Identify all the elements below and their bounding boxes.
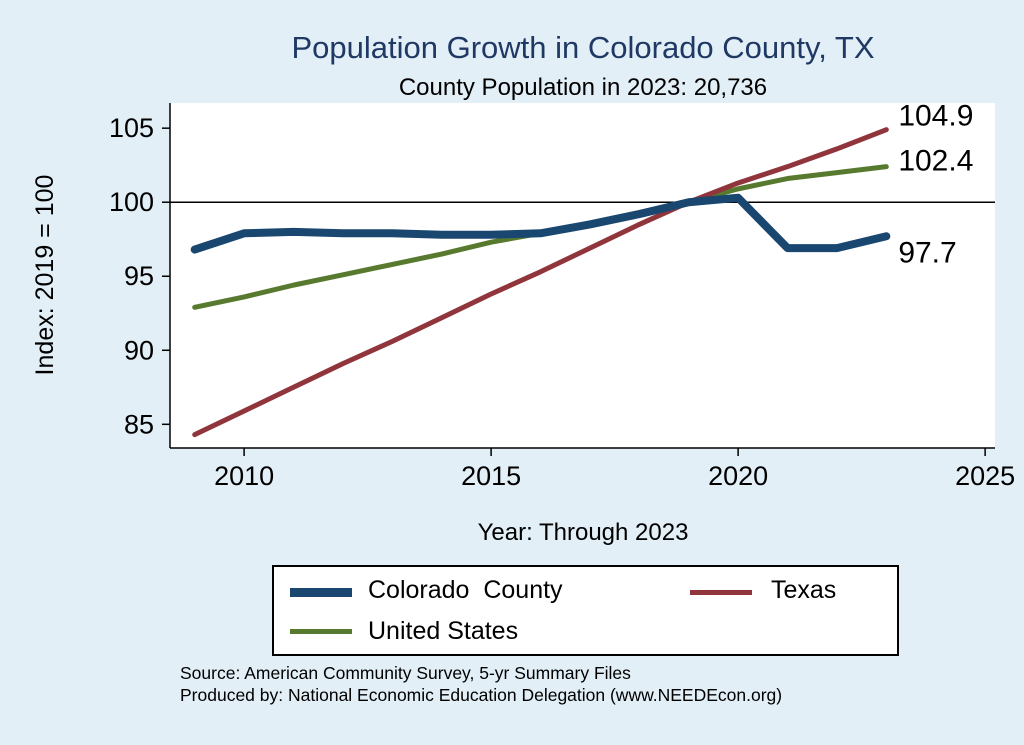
- chart-subtitle: County Population in 2023: 20,736: [398, 74, 768, 101]
- x-tick-label: 2020: [708, 461, 768, 491]
- end-label-colorado-county: 97.7: [898, 236, 956, 269]
- end-label-united-states: 102.4: [898, 145, 973, 178]
- legend-swatch-texas: [690, 590, 752, 595]
- x-tick-label: 2025: [955, 461, 1015, 491]
- y-tick-label: 95: [124, 261, 154, 291]
- legend: Colorado County Texas United States: [272, 565, 899, 656]
- y-tick-label: 100: [109, 187, 154, 217]
- legend-label-colorado-county: Colorado County: [368, 576, 563, 604]
- plot-area: [170, 103, 995, 448]
- end-label-texas: 104.9: [898, 100, 973, 133]
- x-axis-label: Year: Through 2023: [477, 519, 689, 546]
- x-tick-label: 2015: [461, 461, 521, 491]
- x-tick-label: 2010: [214, 461, 274, 491]
- legend-swatch-united-states: [290, 629, 352, 634]
- y-tick-label: 90: [124, 335, 154, 365]
- plot-svg: 85 90 95 100 105 2010 2015 2020 2025 97.7 104.9 102…: [109, 100, 1015, 491]
- legend-swatch-colorado-county: [290, 588, 352, 597]
- series-line-colorado-county: [190, 193, 891, 254]
- chart-title: Population Growth in Colorado County, TX: [291, 30, 875, 65]
- legend-label-united-states: United States: [368, 617, 519, 645]
- series-line-texas: [192, 127, 889, 438]
- producer-note: Produced by: National Economic Education…: [180, 685, 783, 705]
- legend-label-texas: Texas: [771, 576, 837, 604]
- y-tick-label: 85: [124, 409, 154, 439]
- y-tick-label: 105: [109, 113, 154, 143]
- source-note: Source: American Community Survey, 5-yr …: [180, 663, 631, 683]
